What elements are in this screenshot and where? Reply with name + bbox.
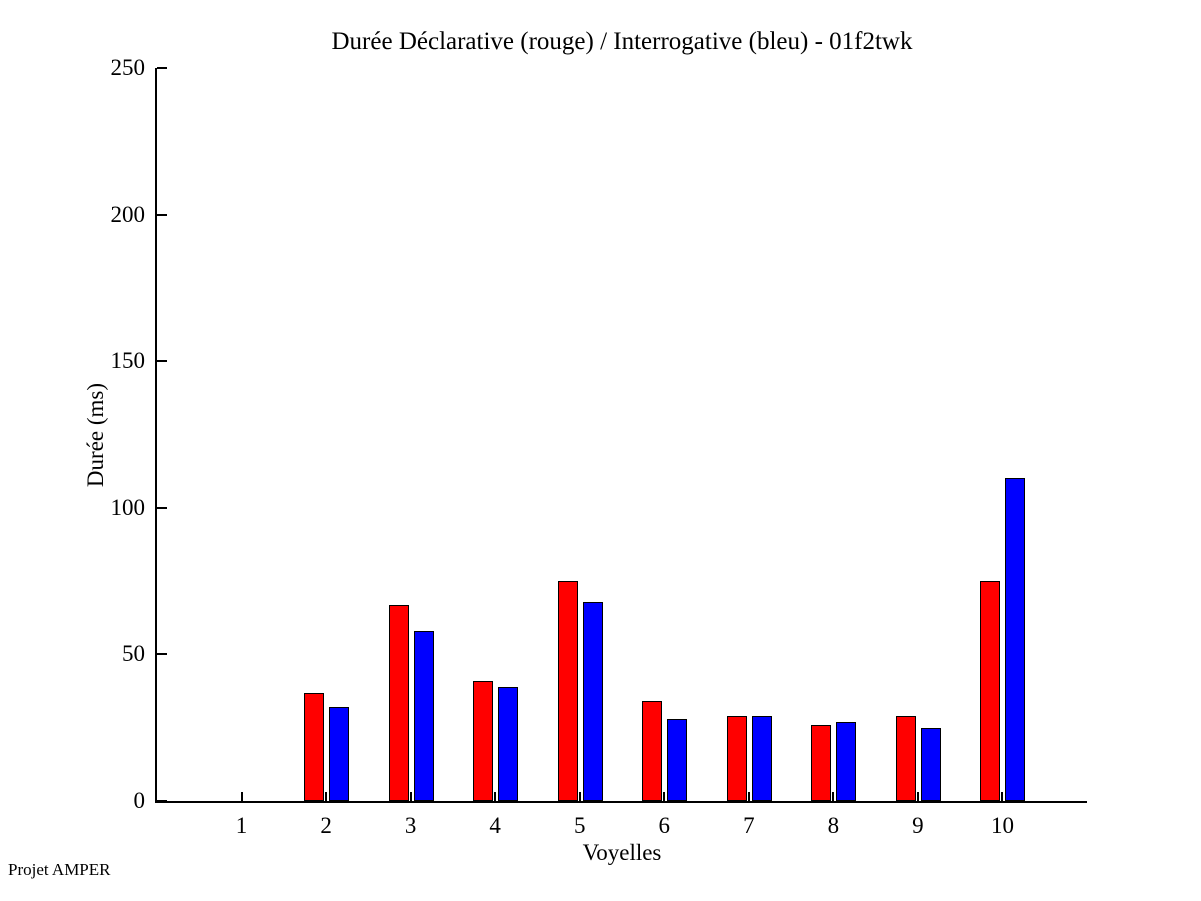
x-tick-label-4: 4 xyxy=(489,813,501,838)
bar-interrogative-6 xyxy=(667,719,688,801)
y-tick-label-0: 0 xyxy=(133,788,146,813)
bar-interrogative-5 xyxy=(582,602,603,801)
footer-text: Projet AMPER xyxy=(8,860,111,879)
x-axis-line xyxy=(155,801,1087,803)
x-tick-5 xyxy=(578,792,581,801)
y-tick-50 xyxy=(157,653,167,656)
x-tick-8 xyxy=(832,792,835,801)
bar-interrogative-3 xyxy=(413,631,434,801)
bar-interrogative-7 xyxy=(751,716,772,801)
bar-declarative-10 xyxy=(980,581,1001,801)
x-tick-label-6: 6 xyxy=(658,813,671,838)
x-tick-label-9: 9 xyxy=(912,813,924,838)
x-tick-1 xyxy=(240,792,243,801)
y-tick-200 xyxy=(157,213,167,216)
x-tick-10 xyxy=(1001,792,1004,801)
bar-declarative-7 xyxy=(726,716,747,801)
bar-interrogative-8 xyxy=(836,722,857,801)
y-tick-label-50: 50 xyxy=(122,641,145,667)
x-tick-label-10: 10 xyxy=(990,813,1014,838)
y-tick-0 xyxy=(157,800,167,802)
y-tick-250 xyxy=(157,67,167,69)
bar-declarative-2 xyxy=(304,693,325,801)
x-tick-label-1: 1 xyxy=(235,813,248,838)
x-tick-label-2: 2 xyxy=(320,813,332,838)
bar-interrogative-2 xyxy=(329,707,350,801)
y-tick-150 xyxy=(157,360,167,363)
y-tick-label-150: 150 xyxy=(110,348,146,374)
plot-area: 0 50 100 150 200 250 1 2 3 4 5 6 7 8 9 10 xyxy=(111,55,1087,838)
bar-declarative-3 xyxy=(388,605,409,801)
x-tick-7 xyxy=(747,792,750,801)
bar-declarative-4 xyxy=(473,681,494,801)
y-tick-label-250: 250 xyxy=(110,55,146,80)
y-axis-label: Durée (ms) xyxy=(83,382,108,488)
bar-declarative-8 xyxy=(811,725,832,801)
bar-declarative-5 xyxy=(557,581,578,801)
x-tick-6 xyxy=(663,792,666,801)
x-tick-label-7: 7 xyxy=(743,813,755,838)
x-tick-label-8: 8 xyxy=(827,813,840,838)
bar-interrogative-10 xyxy=(1005,478,1026,801)
x-axis-label: Voyelles xyxy=(582,840,662,865)
x-tick-4 xyxy=(494,792,497,801)
bar-declarative-9 xyxy=(895,716,916,801)
x-tick-label-5: 5 xyxy=(573,813,586,838)
x-tick-2 xyxy=(325,792,328,801)
y-tick-label-200: 200 xyxy=(110,201,146,227)
bar-interrogative-9 xyxy=(920,728,941,801)
x-tick-3 xyxy=(409,792,412,801)
x-tick-label-3: 3 xyxy=(404,813,417,838)
bar-declarative-6 xyxy=(642,701,663,801)
bar-interrogative-4 xyxy=(498,687,519,801)
y-tick-100 xyxy=(157,506,167,509)
y-axis-line xyxy=(155,68,157,803)
chart-title: Durée Déclarative (rouge) / Interrogativ… xyxy=(331,28,913,55)
y-tick-label-100: 100 xyxy=(110,494,146,520)
x-tick-9 xyxy=(916,792,919,801)
